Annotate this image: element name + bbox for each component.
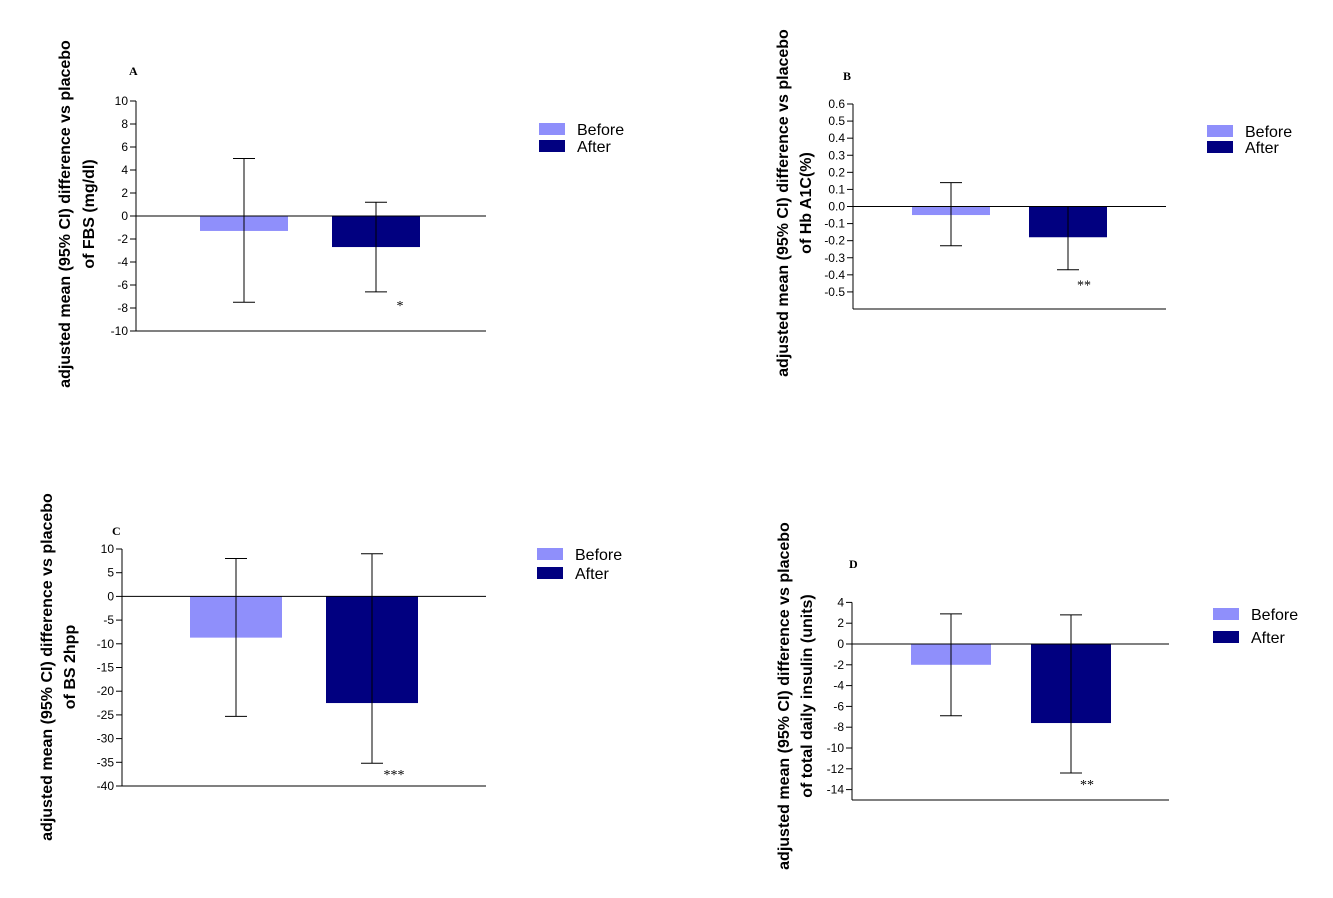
y-tick-label: -6 <box>833 699 844 713</box>
legend-label-before: Before <box>1251 607 1298 624</box>
y-tick-label: 0 <box>121 209 128 223</box>
y-axis-label: adjusted mean (95% CI) difference vs pla… <box>775 29 792 377</box>
panel-letter: C <box>112 524 121 538</box>
y-tick-label: 0.1 <box>828 182 845 196</box>
significance-marker: ** <box>1080 778 1094 793</box>
y-tick-label: -6 <box>117 278 128 292</box>
y-tick-label: 4 <box>121 163 128 177</box>
y-tick-label: 0 <box>107 589 114 603</box>
y-tick-label: -8 <box>833 720 844 734</box>
panel-letter: A <box>129 64 138 78</box>
y-tick-label: -12 <box>827 762 845 776</box>
y-axis-label: of BS 2hpp <box>62 625 79 710</box>
y-tick-label: -5 <box>103 613 114 627</box>
y-tick-label: -0.3 <box>824 251 845 265</box>
panel-letter: B <box>843 69 851 83</box>
y-tick-label: 6 <box>121 140 128 154</box>
y-tick-label: 0 <box>837 637 844 651</box>
y-tick-label: 0.5 <box>828 114 845 128</box>
legend-label-after: After <box>1245 140 1279 157</box>
y-axis-label: of total daily insulin (units) <box>799 594 816 798</box>
y-tick-label: 4 <box>837 595 844 609</box>
y-tick-label: 0.3 <box>828 148 845 162</box>
legend-label-after: After <box>575 566 609 583</box>
y-tick-label: 8 <box>121 117 128 131</box>
y-tick-label: -0.2 <box>824 234 845 248</box>
legend-swatch-after <box>539 140 565 152</box>
y-tick-label: 2 <box>837 616 844 630</box>
legend-swatch-before <box>1213 608 1239 620</box>
y-axis-label: of FBS (mg/dl) <box>81 159 98 268</box>
y-tick-label: 0.0 <box>828 200 845 214</box>
y-tick-label: -2 <box>117 232 128 246</box>
y-tick-label: 5 <box>107 566 114 580</box>
y-tick-label: -0.5 <box>824 285 845 299</box>
y-tick-label: -15 <box>97 661 115 675</box>
legend-swatch-before <box>537 548 563 560</box>
legend-label-before: Before <box>1245 124 1292 141</box>
y-tick-label: -35 <box>97 755 115 769</box>
legend-label-after: After <box>577 139 611 156</box>
y-tick-label: 0.2 <box>828 165 845 179</box>
legend-swatch-after <box>1213 631 1239 643</box>
y-tick-label: -20 <box>97 684 115 698</box>
y-tick-label: -4 <box>117 255 128 269</box>
y-axis-label: adjusted mean (95% CI) difference vs pla… <box>57 40 74 388</box>
chart-panel-b: B 0.6 0.5 0.4 0.3 0.2 0.1 0.0 -0.1 -0.2 -0.3 -0.4 -0… <box>775 29 1292 377</box>
legend-swatch-after <box>1207 141 1233 153</box>
y-tick-label: -10 <box>111 324 129 338</box>
y-tick-label: -2 <box>833 658 844 672</box>
y-tick-label: 0.6 <box>828 97 845 111</box>
legend-swatch-before <box>1207 125 1233 137</box>
significance-marker: * <box>397 299 404 314</box>
y-tick-label: -0.1 <box>824 217 845 231</box>
legend-swatch-before <box>539 123 565 135</box>
y-tick-label: -25 <box>97 708 115 722</box>
y-axis-label: adjusted mean (95% CI) difference vs pla… <box>39 493 56 841</box>
y-tick-label: -40 <box>97 779 115 793</box>
y-tick-label: 10 <box>115 94 129 108</box>
panel-letter: D <box>849 557 858 571</box>
legend-label-after: After <box>1251 630 1285 647</box>
legend-label-before: Before <box>577 122 624 139</box>
y-tick-label: -10 <box>827 741 845 755</box>
significance-marker: ** <box>1077 279 1091 294</box>
y-tick-label: -4 <box>833 679 844 693</box>
chart-panel-a: A 10 8 6 4 2 0 -2 -4 -6 -8 -10 * adjusted mean (95% C… <box>57 40 624 388</box>
y-tick-label: 0.4 <box>828 131 845 145</box>
y-tick-label: 10 <box>101 542 115 556</box>
y-tick-label: -14 <box>827 783 845 797</box>
y-tick-label: -30 <box>97 732 115 746</box>
significance-marker: *** <box>384 768 405 783</box>
y-tick-label: -0.4 <box>824 268 845 282</box>
y-tick-label: -8 <box>117 301 128 315</box>
chart-panel-c: C 10 5 0 -5 -10 -15 -20 -25 -30 -35 -40 *** adjusted … <box>39 493 622 841</box>
y-axis-label: adjusted mean (95% CI) difference vs pla… <box>776 522 793 870</box>
y-tick-label: 2 <box>121 186 128 200</box>
y-axis-label: of Hb A1C(%) <box>798 152 815 254</box>
chart-panel-d: D 4 2 0 -2 -4 -6 -8 -10 -12 -14 ** adjusted mean (95… <box>776 522 1298 870</box>
y-tick-label: -10 <box>97 637 115 651</box>
legend-label-before: Before <box>575 547 622 564</box>
legend-swatch-after <box>537 567 563 579</box>
